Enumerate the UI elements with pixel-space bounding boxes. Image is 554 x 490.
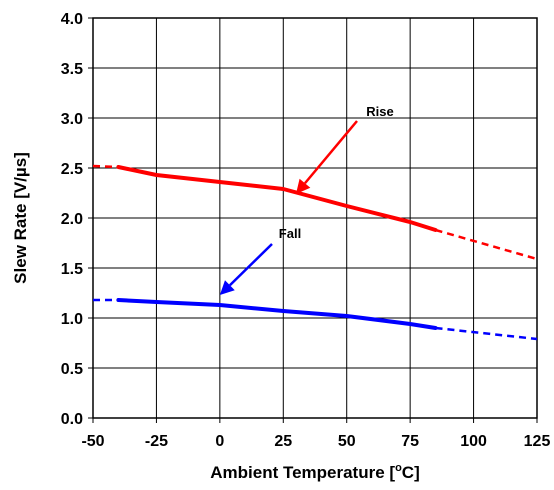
rise-series-line [116,165,438,232]
x-tick-label: -50 [81,433,104,450]
y-tick-label: 1.0 [61,311,83,328]
x-tick-label: 75 [401,433,419,450]
rise-series-dashed-right [435,228,538,261]
y-tick-label: 2.5 [61,161,83,178]
fall-arrow-shaft [228,243,273,287]
gridlines [88,17,538,423]
x-tick-label: 100 [460,433,487,450]
x-axis-title-unit: C] [402,463,420,482]
x-tick-label: 25 [274,433,292,450]
x-axis-title-main: Ambient Temperature [ [210,463,395,482]
rise-series-dashed-left [92,164,119,169]
fall-series-dashed-right [435,326,538,341]
annotations: Rise Fall [219,104,394,295]
fall-label: Fall [279,226,301,241]
y-tick-label: 1.5 [61,261,83,278]
x-tick-label: 0 [215,433,224,450]
x-tick-label: -25 [145,433,168,450]
rise-arrow-shaft [303,120,358,185]
y-tick-label: 4.0 [61,11,83,28]
rise-arrow-head [295,178,311,194]
y-tick-labels: 0.0 0.5 1.0 1.5 2.0 2.5 3.0 3.5 4.0 [61,11,83,428]
data-series [92,164,538,341]
y-tick-label: 0.0 [61,411,83,428]
x-tick-labels: -50 -25 0 25 50 75 100 125 [81,433,550,450]
y-axis-title: Slew Rate [V/µs] [11,152,30,284]
y-tick-label: 3.5 [61,61,83,78]
x-axis-title: Ambient Temperature [oC] [210,462,420,482]
x-tick-label: 50 [338,433,356,450]
x-axis-title-superscript: o [395,462,402,474]
x-tick-label: 125 [524,433,551,450]
y-tick-label: 3.0 [61,111,83,128]
fall-arrow-head [219,280,235,295]
y-tick-label: 2.0 [61,211,83,228]
y-tick-label: 0.5 [61,361,83,378]
rise-label: Rise [366,104,393,119]
fall-series-line [116,298,438,330]
